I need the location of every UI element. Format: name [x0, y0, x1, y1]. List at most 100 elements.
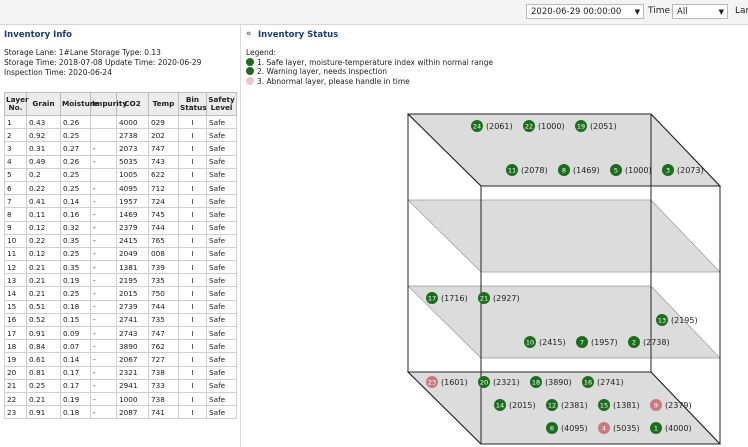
layer-marker-icon[interactable]	[478, 292, 490, 304]
layer-marker-number: 16	[584, 379, 592, 387]
table-cell: 745	[148, 207, 179, 222]
layer-marker-number: 5	[614, 167, 618, 175]
layer-marker-icon[interactable]	[494, 399, 506, 411]
table-cell: Safe	[206, 405, 237, 420]
layer-marker-icon[interactable]	[546, 422, 558, 434]
layer-marker-icon[interactable]	[523, 120, 535, 132]
layer-marker-icon[interactable]	[558, 164, 570, 176]
layer-marker-icon[interactable]	[471, 120, 483, 132]
layer-marker-number: 11	[508, 167, 516, 175]
table-row[interactable]: 17 0.91 0.09-2743 747 I Safe	[4, 325, 237, 341]
layer-marker-icon[interactable]	[575, 120, 587, 132]
table-cell: 20	[4, 365, 27, 380]
table-cell: 2321	[116, 365, 149, 380]
table-cell: 0.51	[26, 299, 61, 314]
table-cell: 2743	[116, 325, 149, 341]
table-cell: 727	[148, 352, 179, 367]
table-row[interactable]: 8 0.11 0.16-1469 745 I Safe	[4, 207, 237, 222]
layer-marker-number: 20	[480, 379, 488, 387]
table-row[interactable]: 5 0.2 0.25 1005 622 I Safe	[4, 167, 237, 182]
table-row[interactable]: 15 0.51 0.18-2739 744 I Safe	[4, 299, 237, 314]
table-cell: 0.27	[60, 141, 91, 156]
table-cell: Safe	[206, 154, 237, 169]
bin-wireframe	[407, 113, 721, 445]
table-cell: I	[178, 220, 207, 235]
layer-marker-icon[interactable]	[530, 376, 542, 388]
table-cell: 5	[4, 167, 27, 182]
table-cell: I	[178, 339, 207, 354]
table-cell: 0.22	[26, 180, 61, 196]
layer-marker-icon[interactable]	[478, 376, 490, 388]
table-cell: Safe	[206, 220, 237, 235]
inventory-table: Layer No. Grain Moisture Impurity CO2 Temp Bin…	[4, 92, 237, 420]
table-cell: 2195	[116, 273, 149, 288]
layer-marker-icon[interactable]	[506, 164, 518, 176]
layer-marker-number: 3	[666, 167, 670, 175]
table-cell: I	[178, 233, 207, 248]
table-cell: 0.19	[60, 391, 91, 407]
table-cell: 17	[4, 325, 27, 341]
layer-marker-value: (2741)	[597, 378, 624, 387]
layer-marker-icon[interactable]	[598, 422, 610, 434]
table-row[interactable]: 6 0.22 0.25-4095 712 I Safe	[4, 180, 237, 196]
table-cell: 4095	[116, 180, 149, 196]
table-row[interactable]: 20 0.81 0.17-2321 738 I Safe	[4, 365, 237, 380]
layer-marker-icon[interactable]	[656, 314, 668, 326]
table-row[interactable]: 16 0.52 0.15-2741 735 I Safe	[4, 312, 237, 328]
column-header[interactable]: Temp	[148, 92, 179, 116]
layer-marker-icon[interactable]	[662, 164, 674, 176]
table-row[interactable]: 12 0.21 0.35-1381 739 I Safe	[4, 260, 237, 275]
table-row[interactable]: 13 0.21 0.19-2195 735 I Safe	[4, 273, 237, 288]
layer-marker-icon[interactable]	[610, 164, 622, 176]
layer-marker-icon[interactable]	[628, 336, 640, 348]
layer-marker-value: (2073)	[677, 166, 704, 175]
layer-marker-icon[interactable]	[650, 422, 662, 434]
table-row[interactable]: 3 0.31 0.27-2073 747 I Safe	[4, 141, 237, 156]
table-row[interactable]: 7 0.41 0.14-1957 724 I Safe	[4, 194, 237, 209]
column-header[interactable]: Moisture	[60, 92, 98, 116]
table-row[interactable]: 2 0.92 0.25 2738 202 I Safe	[4, 128, 237, 143]
column-header[interactable]: Safety Level	[206, 92, 237, 116]
layer-marker-icon[interactable]	[426, 292, 438, 304]
table-cell	[90, 114, 117, 130]
table-cell: 0.12	[26, 220, 61, 235]
table-row[interactable]: 10 0.22 0.35-2415 765 I Safe	[4, 233, 237, 248]
collapse-icon[interactable]: «	[246, 29, 252, 39]
table-cell: 0.25	[60, 128, 91, 143]
table-row[interactable]: 21 0.25 0.17-2941 733 I Safe	[4, 378, 237, 393]
table-row[interactable]: 19 0.61 0.14-2067 727 I Safe	[4, 352, 237, 367]
layer-marker-icon[interactable]	[582, 376, 594, 388]
layer-marker-icon[interactable]	[650, 399, 662, 411]
table-row[interactable]: 11 0.12 0.25-2049 008 I Safe	[4, 246, 237, 262]
table-row[interactable]: 1 0.43 0.26 4000 029 I Safe	[4, 114, 237, 130]
layer-marker-icon[interactable]	[546, 399, 558, 411]
layer-marker-value: (5035)	[613, 424, 640, 433]
layer-marker-icon[interactable]	[524, 336, 536, 348]
column-header[interactable]: CO2	[116, 92, 149, 116]
layer-marker-number: 7	[580, 339, 584, 347]
legend-title: Legend:	[246, 48, 277, 57]
table-cell: 2067	[116, 352, 149, 367]
layer-marker-icon[interactable]	[598, 399, 610, 411]
table-row[interactable]: 4 0.49 0.26-5035 743 I Safe	[4, 154, 237, 169]
table-row[interactable]: 22 0.21 0.19-1000 738 I Safe	[4, 391, 237, 407]
table-row[interactable]: 14 0.21 0.25-2015 750 I Safe	[4, 286, 237, 301]
info-line-3: Inspection Time: 2020-06-24	[4, 68, 112, 77]
time-select[interactable]: 2020-06-29 00:00:00 ▼	[526, 4, 644, 19]
table-row[interactable]: 9 0.12 0.32-2379 744 I Safe	[4, 220, 237, 235]
table-cell: 0.14	[60, 352, 91, 367]
table-row[interactable]: 18 0.84 0.07-3890 762 I Safe	[4, 339, 237, 354]
lane-select[interactable]: All ▼	[672, 4, 728, 19]
layer-marker-icon[interactable]	[576, 336, 588, 348]
column-header[interactable]: Layer No.	[4, 92, 29, 116]
table-row[interactable]: 23 0.91 0.18-2087 741 I Safe	[4, 405, 237, 420]
column-header[interactable]: Impurity	[90, 92, 127, 116]
column-header[interactable]: Bin Status	[178, 92, 207, 116]
table-cell: I	[178, 141, 207, 156]
legend-text: 3. Abnormal layer, please handle in time	[257, 76, 410, 86]
table-cell: 19	[4, 352, 27, 367]
table-cell: I	[178, 207, 207, 222]
column-header[interactable]: Grain	[26, 92, 61, 116]
layer-marker-value: (2379)	[665, 401, 692, 410]
layer-marker-icon[interactable]	[426, 376, 438, 388]
